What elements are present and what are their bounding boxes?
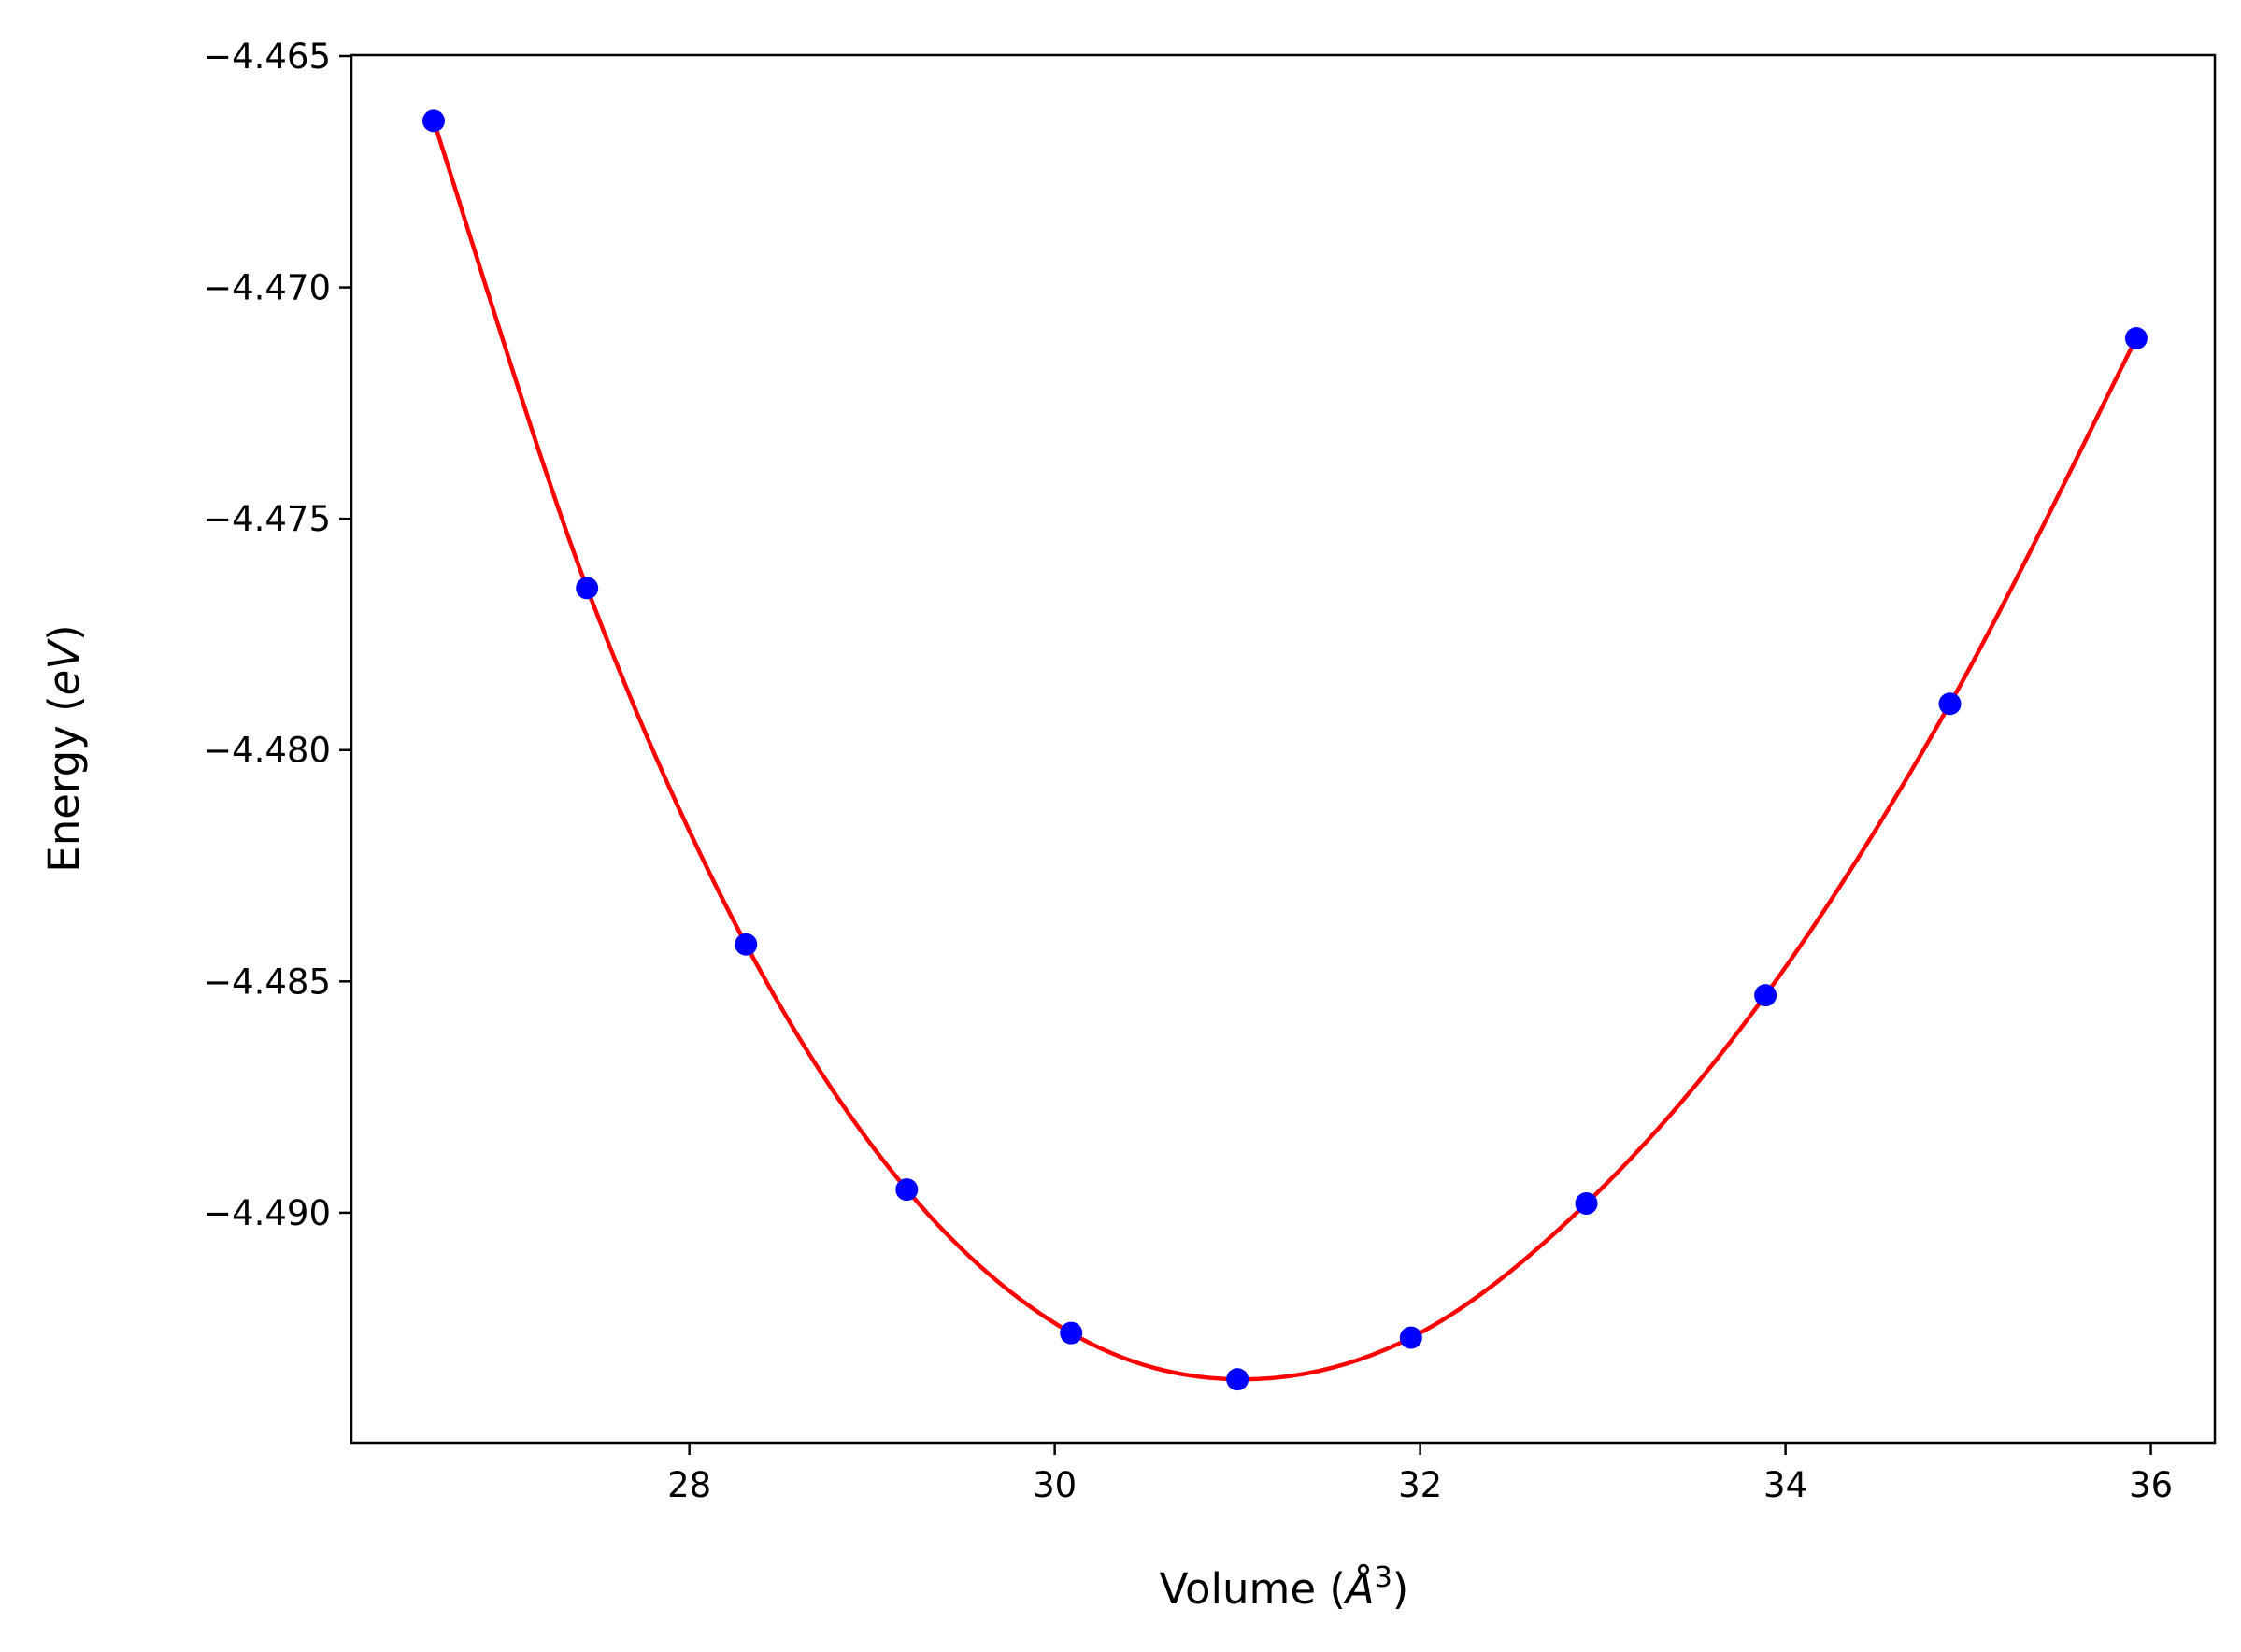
x-axis-label-exponent: 3 <box>1375 1561 1392 1594</box>
y-tick-label: −4.490 <box>203 1193 331 1233</box>
y-tick-label: −4.485 <box>203 961 331 1002</box>
x-tick-label: 32 <box>1398 1465 1442 1505</box>
x-axis-label-unit: Å <box>1343 1564 1375 1614</box>
y-axis-label-unit: eV <box>39 638 89 696</box>
y-axis-ticks: −4.465 −4.470 −4.475 −4.480 −4.485 −4.490 <box>203 36 351 1233</box>
y-axis-label: Energy (eV) <box>39 624 89 872</box>
x-axis-label-text: Volume ( <box>1160 1564 1346 1614</box>
data-point <box>1938 692 1962 716</box>
data-point <box>735 933 758 956</box>
data-point <box>1060 1321 1083 1345</box>
y-axis-label-close: ) <box>39 624 89 641</box>
x-tick-label: 34 <box>1763 1465 1807 1505</box>
y-tick-label: −4.480 <box>203 731 331 771</box>
x-axis-ticks: 28 30 32 34 36 <box>667 1443 2173 1505</box>
x-axis-label: Volume (Å3) <box>1160 1561 1409 1614</box>
x-tick-label: 28 <box>667 1465 711 1505</box>
y-tick-label: −4.475 <box>203 499 331 539</box>
axes-frame <box>350 53 2217 1445</box>
y-tick-label: −4.465 <box>203 36 331 77</box>
data-point <box>421 109 445 133</box>
data-point <box>1399 1326 1422 1349</box>
data-point <box>2124 327 2148 350</box>
fit-curve <box>431 120 2138 1382</box>
data-point <box>895 1178 919 1202</box>
y-tick-label: −4.470 <box>203 268 331 308</box>
x-axis-label-close: ) <box>1392 1564 1409 1614</box>
x-tick-label: 36 <box>2129 1465 2173 1505</box>
y-axis-label-text: Energy ( <box>39 695 89 872</box>
x-tick-label: 30 <box>1033 1465 1077 1505</box>
data-point <box>1754 984 1777 1007</box>
plot-area <box>421 109 2148 1391</box>
data-point <box>576 577 599 600</box>
data-point <box>1226 1368 1249 1391</box>
data-point <box>1575 1191 1598 1215</box>
